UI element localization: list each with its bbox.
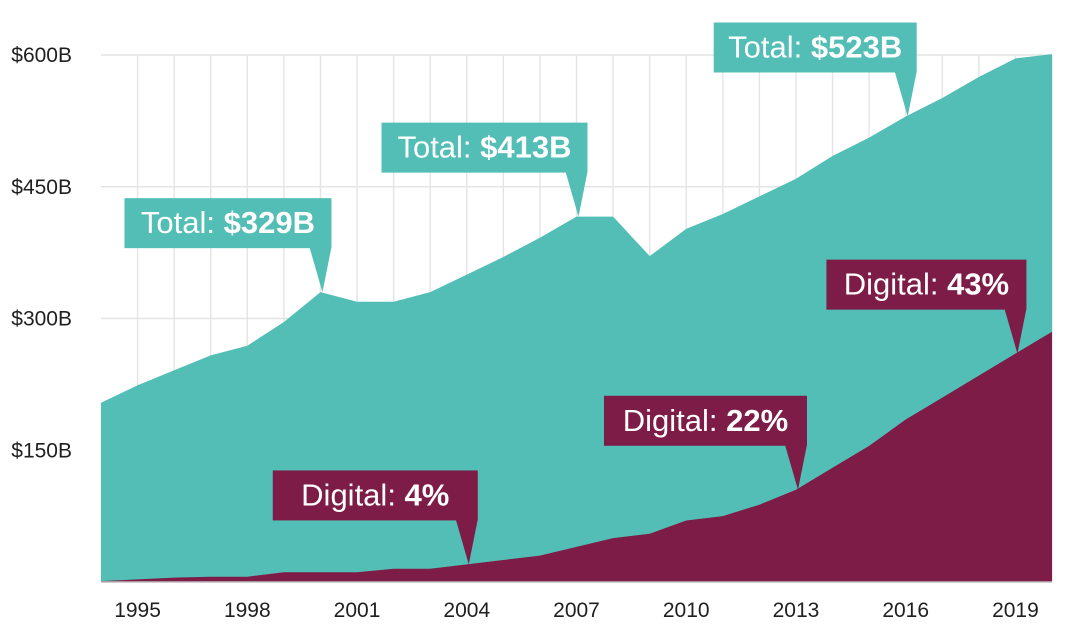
callout-pointer [1004,308,1027,354]
callout-value: 4% [405,477,450,512]
x-tick-label: 2007 [553,599,600,622]
callout-box [381,122,588,173]
callout: Total: $413B [381,122,588,217]
callout-label: Total: $523B [728,29,902,64]
callout-value: $329B [224,205,315,240]
callout-pointer [565,171,588,217]
callout-box [713,22,917,73]
callout-pointer [784,444,807,490]
callout-prefix: Digital: [301,477,404,512]
callout-value: 43% [947,267,1009,302]
callout-prefix: Total: [728,29,811,64]
x-tick-label: 1995 [114,599,161,622]
x-tick-label: 2001 [334,599,381,622]
x-tick-label: 2016 [882,599,929,622]
digital-area-series [101,331,1052,582]
callout: Digital: 4% [272,470,478,565]
x-tick-label: 2019 [992,599,1039,622]
x-axis: 1995 1998 2001 2004 2007 2010 2013 2016 2019 [114,599,1039,622]
y-tick-label: $450B [11,176,72,199]
callout-value: 22% [726,403,788,438]
y-tick-label: $300B [11,308,72,331]
callout-label: Total: $329B [141,205,315,240]
y-tick-label: $150B [11,439,72,462]
callout-label: Total: $413B [397,130,571,165]
callout-pointer [894,71,917,117]
callout-prefix: Digital: [623,403,726,438]
callout-value: $523B [811,29,902,64]
x-tick-label: 1998 [224,599,271,622]
callout-box [603,395,807,446]
callout-pointer [309,247,332,293]
total-area-series [101,54,1052,583]
callout-prefix: Digital: [844,267,947,302]
callout-box [272,470,478,521]
callout-box [124,198,332,249]
x-tick-label: 2013 [773,599,820,622]
callout-label: Digital: 4% [301,477,449,512]
x-tick-label: 2010 [663,599,710,622]
callout-label: Digital: 43% [844,267,1009,302]
callout-prefix: Total: [141,205,224,240]
callout-label: Digital: 22% [623,403,788,438]
callout: Total: $523B [713,22,917,117]
callout-box [826,259,1027,310]
callout-value: $413B [480,130,571,165]
callout: Total: $329B [124,198,332,293]
y-axis: $150B $300B $450B $600B [11,44,72,462]
callout-prefix: Total: [397,130,480,165]
x-tick-label: 2004 [443,599,490,622]
y-tick-label: $600B [11,44,72,67]
callout: Digital: 43% [826,259,1027,354]
callout: Digital: 22% [603,395,807,490]
callout-pointer [455,519,478,565]
